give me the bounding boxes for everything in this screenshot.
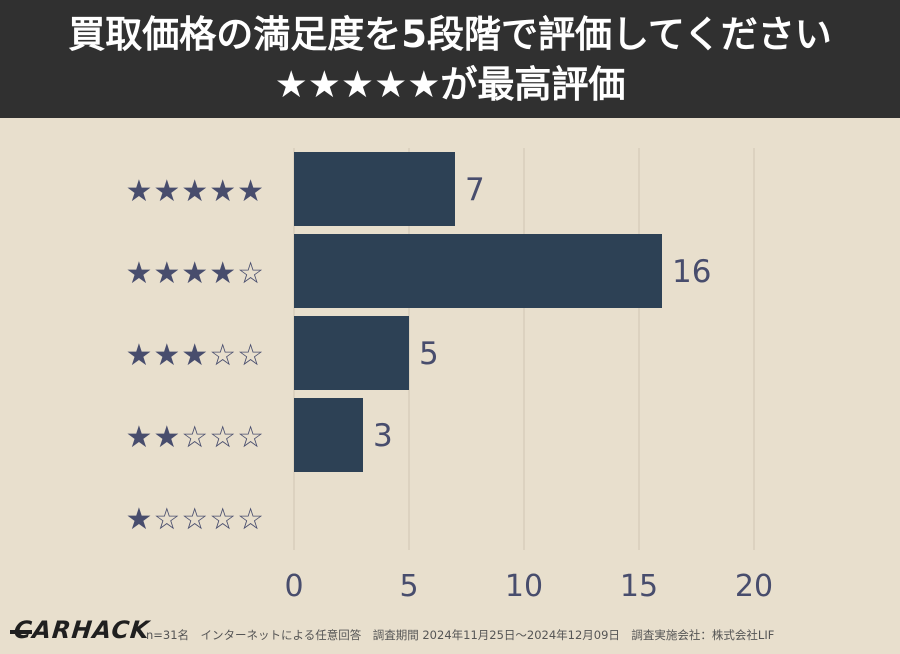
bar — [294, 398, 363, 472]
footer: CARHACK n=31名 インターネットによる任意回答 調査期間 2024年1… — [0, 612, 900, 654]
logo-underline — [10, 630, 32, 634]
category-label: ★★★★☆ — [126, 256, 265, 291]
header: 買取価格の満足度を5段階で評価してください ★★★★★が最高評価 — [0, 0, 900, 118]
bar-chart: ★★★★★ 7 ★★★★☆ 16 ★★★☆☆ 5 ★★☆☆☆ 3 ★☆☆☆☆ 0 5 10 15 20 — [0, 118, 900, 618]
survey-note: n=31名 インターネットによる任意回答 調査期間 2024年11月25日～20… — [146, 628, 775, 642]
x-tick-label: 5 — [399, 569, 418, 604]
category-label: ★★☆☆☆ — [126, 420, 265, 455]
category-label: ★☆☆☆☆ — [126, 502, 265, 537]
value-label: 5 — [419, 336, 439, 372]
bar — [294, 316, 409, 390]
value-label: 3 — [373, 418, 393, 454]
chart-svg: ★★★★★ 7 ★★★★☆ 16 ★★★☆☆ 5 ★★☆☆☆ 3 ★☆☆☆☆ 0 5 10 15 20 — [126, 148, 773, 604]
chart-title: 買取価格の満足度を5段階で評価してください — [68, 13, 832, 56]
value-label: 16 — [672, 254, 711, 290]
carhack-logo: CARHACK — [12, 616, 152, 644]
x-tick-label: 0 — [284, 569, 303, 604]
category-label: ★★★★★ — [126, 174, 265, 209]
bar — [294, 234, 662, 308]
x-tick-label: 10 — [505, 569, 543, 604]
bar — [294, 152, 455, 226]
x-tick-label: 15 — [620, 569, 658, 604]
x-tick-label: 20 — [735, 569, 773, 604]
chart-subtitle: ★★★★★が最高評価 — [274, 63, 626, 106]
value-label: 7 — [465, 172, 485, 208]
category-label: ★★★☆☆ — [126, 338, 265, 373]
